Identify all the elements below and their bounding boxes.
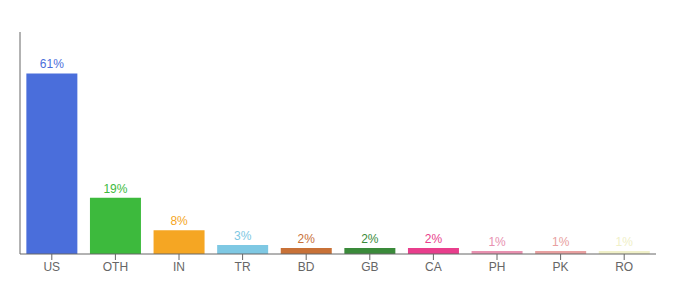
svg-text:PH: PH xyxy=(489,260,506,274)
svg-text:2%: 2% xyxy=(298,232,316,246)
svg-text:1%: 1% xyxy=(552,235,570,249)
svg-text:2%: 2% xyxy=(425,232,443,246)
svg-text:GB: GB xyxy=(361,260,378,274)
svg-text:IN: IN xyxy=(173,260,185,274)
svg-text:61%: 61% xyxy=(40,57,64,71)
svg-text:CA: CA xyxy=(425,260,442,274)
svg-text:BD: BD xyxy=(298,260,315,274)
svg-text:1%: 1% xyxy=(616,235,634,249)
svg-text:OTH: OTH xyxy=(103,260,128,274)
svg-text:8%: 8% xyxy=(170,214,188,228)
svg-text:3%: 3% xyxy=(234,229,252,243)
svg-text:19%: 19% xyxy=(103,182,127,196)
svg-text:US: US xyxy=(43,260,60,274)
svg-text:1%: 1% xyxy=(488,235,506,249)
svg-text:PK: PK xyxy=(553,260,569,274)
svg-text:RO: RO xyxy=(615,260,633,274)
svg-text:TR: TR xyxy=(235,260,251,274)
svg-text:2%: 2% xyxy=(361,232,379,246)
